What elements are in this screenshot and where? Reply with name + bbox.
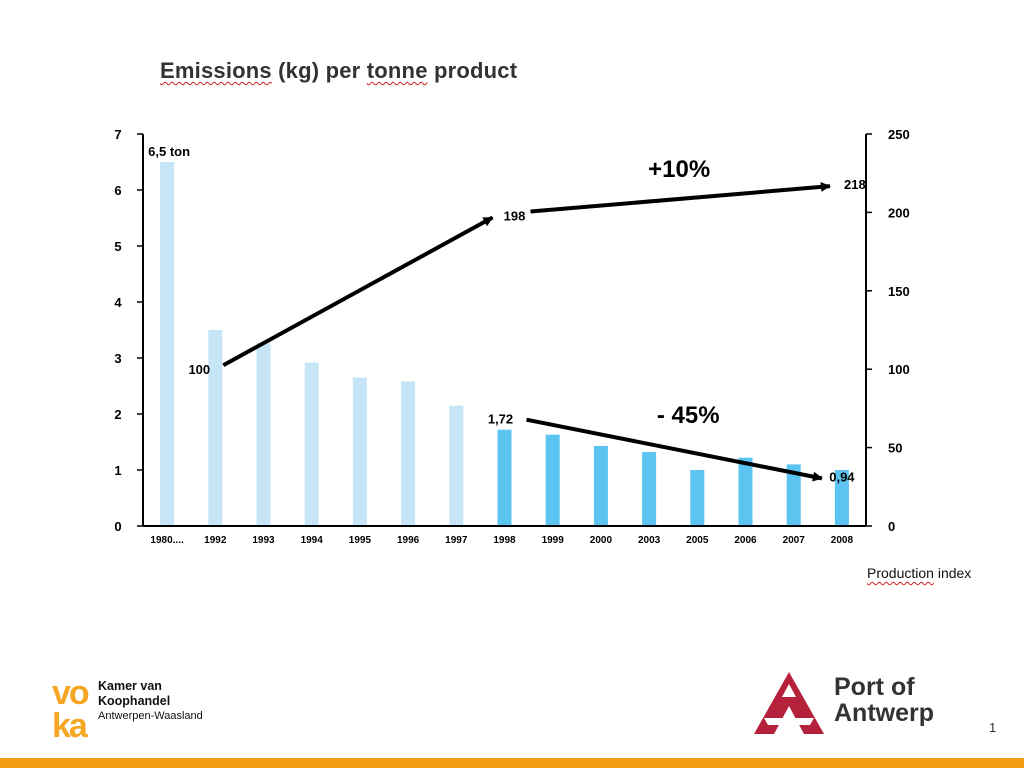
x-tick-label-2007: 2007: [783, 535, 806, 546]
y-tick-label-4: 4: [114, 295, 122, 310]
production-arrow-1998-2008: [530, 181, 831, 214]
x-tick-label-1980: 1980....: [150, 535, 184, 546]
bar-2003: [642, 452, 657, 526]
x-tick-label-1995: 1995: [349, 535, 372, 546]
page-number: 1: [989, 720, 997, 735]
voka-mark-line-2: ka: [52, 707, 89, 740]
left-axis-ticks: 0 1 2 3 4 5 6 7: [114, 127, 143, 534]
y2-tick-label-0: 0: [888, 519, 895, 534]
data-label-2008: 0,94: [829, 469, 855, 484]
data-labels: 6,5 ton 1,72 0,94 100 198 218 +10% - 45%: [148, 144, 866, 484]
voka-logo: vo ka Kamer van Koophandel Antwerpen-Waa…: [52, 674, 212, 740]
bar-1992: [208, 330, 223, 526]
x-tick-label-1993: 1993: [252, 535, 275, 546]
y-tick-label-0: 0: [114, 519, 121, 534]
annotation-emissions-change: - 45%: [657, 402, 720, 429]
voka-line-1: Kamer van: [98, 679, 162, 693]
right-axis-title: Production index: [867, 565, 971, 581]
bar-2008: [834, 470, 849, 526]
bar-2000: [593, 445, 608, 526]
title-word-product: product: [427, 58, 518, 83]
title-word-kg-per: (kg) per: [271, 58, 367, 83]
x-tick-label-1999: 1999: [542, 535, 565, 546]
title-word-emissions: Emissions: [160, 58, 272, 83]
y-tick-label-6: 6: [114, 183, 121, 198]
voka-line-3: Antwerpen-Waasland: [98, 710, 203, 722]
y2-tick-label-250: 250: [888, 127, 910, 142]
bar-1997: [449, 405, 464, 526]
voka-logo-mark: vo ka: [52, 674, 91, 740]
annotation-production-change: +10%: [648, 156, 710, 183]
x-tick-label-2003: 2003: [638, 535, 661, 546]
y-tick-label-3: 3: [114, 351, 121, 366]
production-label-1992: 100: [188, 362, 210, 377]
chart-title: Emissions (kg) per tonne product: [160, 58, 517, 84]
data-label-1980: 6,5 ton: [148, 144, 190, 159]
port-logo-line-2: Antwerp: [834, 699, 934, 727]
x-tick-label-2008: 2008: [831, 535, 854, 546]
emissions-arrow-1998-2008: [526, 417, 823, 482]
port-logo-text: Port of Antwerp: [834, 674, 934, 726]
port-logo-line-1: Port of: [834, 673, 915, 701]
bar-series: [160, 162, 849, 526]
x-tick-label-1992: 1992: [204, 535, 227, 546]
y2-tick-label-200: 200: [888, 205, 910, 220]
port-logo-mark: [754, 672, 824, 734]
voka-logo-text: Kamer van Koophandel Antwerpen-Waasland: [98, 679, 203, 724]
footer-bar: [0, 758, 1024, 768]
x-tick-label-1994: 1994: [301, 535, 324, 546]
production-label-2008: 218: [844, 177, 866, 192]
x-tick-label-1996: 1996: [397, 535, 420, 546]
x-tick-label-2000: 2000: [590, 535, 613, 546]
chart-axes: [142, 134, 867, 527]
emissions-chart: 0 1 2 3 4 5 6 7 0 50 100 150 200 250 1980.... 1992 199…: [114, 127, 910, 546]
bar-1993: [256, 342, 271, 526]
x-tick-label-2005: 2005: [686, 535, 709, 546]
y-tick-label-2: 2: [114, 407, 121, 422]
y-tick-label-1: 1: [114, 463, 121, 478]
bar-2006: [738, 457, 753, 526]
y2-tick-label-150: 150: [888, 284, 910, 299]
bar-1995: [352, 377, 367, 526]
bar-1999: [545, 434, 560, 526]
x-tick-label-2006: 2006: [734, 535, 757, 546]
right-axis-title-word-index: index: [933, 565, 972, 581]
bar-1996: [401, 381, 416, 526]
production-arrow-1992-1998: [222, 215, 494, 367]
trend-arrows: [222, 181, 831, 482]
data-label-1998: 1,72: [488, 412, 513, 427]
x-tick-label-1998: 1998: [493, 535, 516, 546]
bar-2007: [786, 464, 801, 526]
y2-tick-label-100: 100: [888, 362, 910, 377]
voka-line-2: Koophandel: [98, 694, 171, 708]
production-label-1998: 198: [504, 209, 526, 224]
y-tick-label-5: 5: [114, 239, 121, 254]
title-word-tonne: tonne: [366, 58, 428, 83]
bar-2005: [690, 470, 705, 526]
x-tick-label-1997: 1997: [445, 535, 468, 546]
y2-tick-label-50: 50: [888, 441, 902, 456]
bar-1994: [304, 362, 319, 526]
y-tick-label-7: 7: [114, 127, 121, 142]
voka-mark-line-1: vo: [52, 674, 89, 712]
bar-1980: [160, 162, 175, 526]
port-of-antwerp-logo: Port of Antwerp: [752, 670, 962, 740]
right-axis-title-word-production: Production: [867, 565, 934, 581]
bar-1998: [497, 429, 512, 526]
x-axis-ticks: 1980.... 1992 1993 1994 1995 1996 1997 1998 1999…: [150, 535, 853, 546]
right-axis-ticks: 0 50 100 150 200 250: [866, 127, 910, 534]
